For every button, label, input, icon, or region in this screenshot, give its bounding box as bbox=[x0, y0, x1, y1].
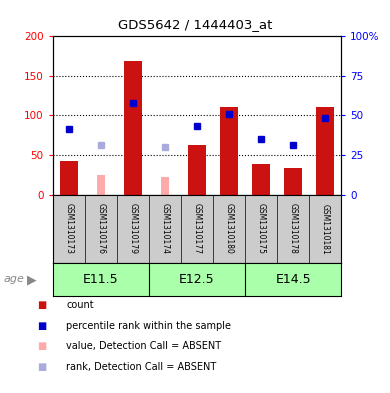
Text: count: count bbox=[66, 300, 94, 310]
Text: GSM1310176: GSM1310176 bbox=[96, 204, 105, 254]
Text: GSM1310174: GSM1310174 bbox=[160, 204, 169, 254]
Text: value, Detection Call = ABSENT: value, Detection Call = ABSENT bbox=[66, 341, 222, 351]
Text: ■: ■ bbox=[37, 321, 46, 331]
Bar bbox=[161, 177, 169, 195]
Bar bbox=[284, 169, 302, 195]
Text: GSM1310180: GSM1310180 bbox=[225, 204, 234, 254]
Text: GSM1310178: GSM1310178 bbox=[289, 204, 298, 254]
Bar bbox=[124, 61, 142, 195]
Bar bbox=[316, 107, 334, 195]
Text: ■: ■ bbox=[37, 341, 46, 351]
Text: rank, Detection Call = ABSENT: rank, Detection Call = ABSENT bbox=[66, 362, 216, 372]
Text: GSM1310173: GSM1310173 bbox=[64, 204, 73, 254]
Text: E11.5: E11.5 bbox=[83, 273, 119, 286]
Bar bbox=[220, 107, 238, 195]
Text: E14.5: E14.5 bbox=[275, 273, 311, 286]
Bar bbox=[60, 161, 78, 195]
Text: GSM1310179: GSM1310179 bbox=[128, 204, 137, 254]
Bar bbox=[252, 164, 270, 195]
Text: GSM1310181: GSM1310181 bbox=[321, 204, 330, 254]
Text: GDS5642 / 1444403_at: GDS5642 / 1444403_at bbox=[118, 18, 272, 31]
Text: ■: ■ bbox=[37, 300, 46, 310]
Text: ■: ■ bbox=[37, 362, 46, 372]
Bar bbox=[97, 175, 105, 195]
Text: E12.5: E12.5 bbox=[179, 273, 215, 286]
Text: age: age bbox=[4, 274, 25, 285]
Text: GSM1310177: GSM1310177 bbox=[192, 204, 202, 254]
Text: GSM1310175: GSM1310175 bbox=[257, 204, 266, 254]
Text: percentile rank within the sample: percentile rank within the sample bbox=[66, 321, 231, 331]
Text: ▶: ▶ bbox=[27, 273, 36, 286]
Bar bbox=[188, 145, 206, 195]
